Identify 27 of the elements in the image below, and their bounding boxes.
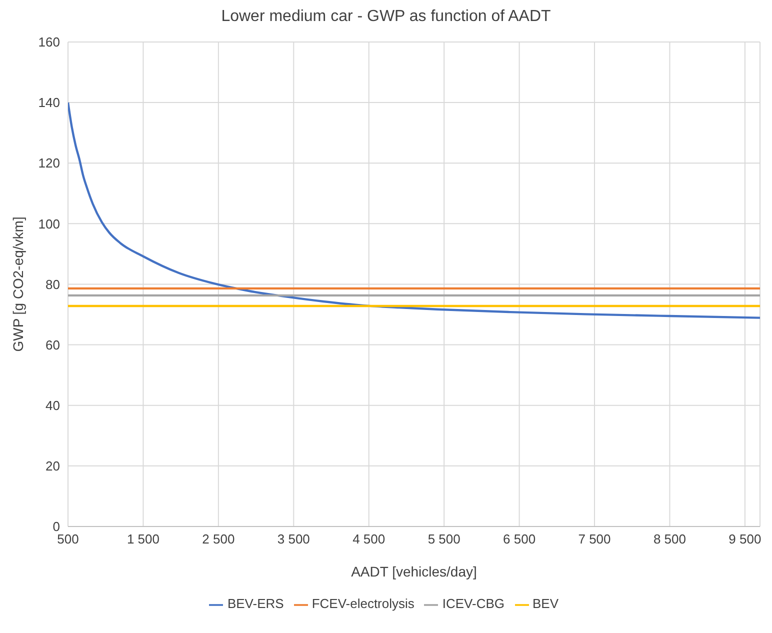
y-tick-label: 40 (46, 398, 60, 413)
y-tick-label: 100 (38, 216, 60, 232)
x-tick-label: 4 500 (352, 532, 386, 547)
y-axis-title: GWP [g CO2-eq/vkm] (10, 216, 26, 352)
x-tick-label: 5 500 (428, 532, 460, 547)
y-tick-label: 20 (46, 458, 60, 474)
chart-title: Lower medium car - GWP as function of AADT (220, 8, 552, 27)
y-tick-label: 0 (52, 519, 60, 534)
x-tick-label: 1 500 (126, 532, 160, 547)
y-tick-label: 80 (46, 276, 60, 292)
line-series (68, 101, 760, 319)
legend-label: BEV (532, 596, 559, 612)
x-tick-label: 8 500 (653, 532, 686, 547)
x-tick-label: 6 500 (503, 532, 536, 547)
legend-label: BEV-ERS (227, 596, 284, 612)
y-tick-label: 140 (38, 95, 60, 110)
x-axis-title: AADT [vehicles/day] (351, 563, 477, 580)
x-tick-label: 3 500 (277, 532, 310, 547)
legend-label: FCEV-electrolysis (312, 596, 414, 612)
x-tick-label: 9 500 (728, 532, 762, 547)
legend-label: ICEV-CBG (442, 596, 505, 612)
x-tick-label: 2 500 (202, 532, 235, 547)
y-tick-label: 120 (38, 156, 60, 171)
x-tick-label: 7 500 (578, 532, 611, 547)
y-tick-label: 60 (46, 337, 60, 352)
x-tick-label: 500 (57, 532, 79, 547)
y-tick-label: 160 (38, 34, 60, 50)
